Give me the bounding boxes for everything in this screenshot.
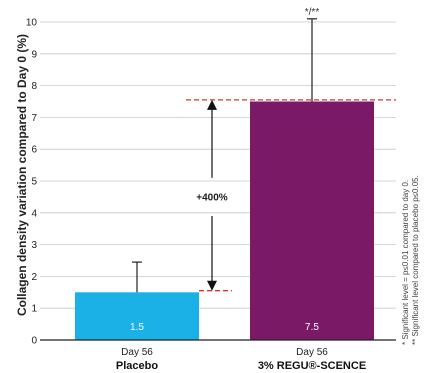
- category-name-label: 3% REGU®-SCENCE: [258, 360, 366, 372]
- y-tick-label: 1: [31, 304, 37, 315]
- y-tick-label: 3: [31, 240, 37, 251]
- footnote-1: * Significant level = p≤0.01 compared to…: [401, 180, 410, 345]
- y-tick-label: 6: [31, 145, 37, 156]
- bar: [75, 292, 199, 340]
- category-name-label: Placebo: [116, 360, 158, 372]
- category-day-label: Day 56: [121, 347, 153, 358]
- grid-lines: [40, 21, 396, 309]
- category-labels: Day 56 Placebo Day 56 3% REGU®-SCENCE: [116, 347, 366, 372]
- y-tick-label: 9: [31, 49, 37, 60]
- annotation-arrowhead-up: [207, 99, 217, 110]
- annotation: +400%: [186, 99, 396, 292]
- bar-value-label: 1.5: [130, 322, 144, 333]
- y-tick-label: 0: [31, 336, 37, 347]
- footnote-2: ** Significant level compared to placebo…: [411, 175, 420, 345]
- y-tick-label: 8: [31, 81, 37, 92]
- y-tick-label: 7: [31, 113, 37, 124]
- category-day-label: Day 56: [296, 347, 328, 358]
- y-tick-label: 4: [31, 208, 37, 219]
- footnotes: * Significant level = p≤0.01 compared to…: [401, 175, 420, 345]
- significance-marker: */**: [305, 7, 320, 18]
- annotation-label: +400%: [196, 192, 228, 203]
- y-tick-label: 5: [31, 177, 37, 188]
- y-axis-label: Collagen density variation compared to D…: [15, 34, 29, 316]
- bars: 1.5 7.5 */**: [75, 7, 374, 340]
- annotation-arrowhead-down: [207, 280, 217, 291]
- bar: [250, 101, 374, 340]
- y-tick-label: 10: [26, 18, 38, 29]
- bar-value-label: 7.5: [305, 322, 319, 333]
- y-tick-label: 2: [31, 272, 37, 283]
- y-tick-labels: 0 1 2 3 4 5 6 7 8 9 10: [26, 18, 38, 347]
